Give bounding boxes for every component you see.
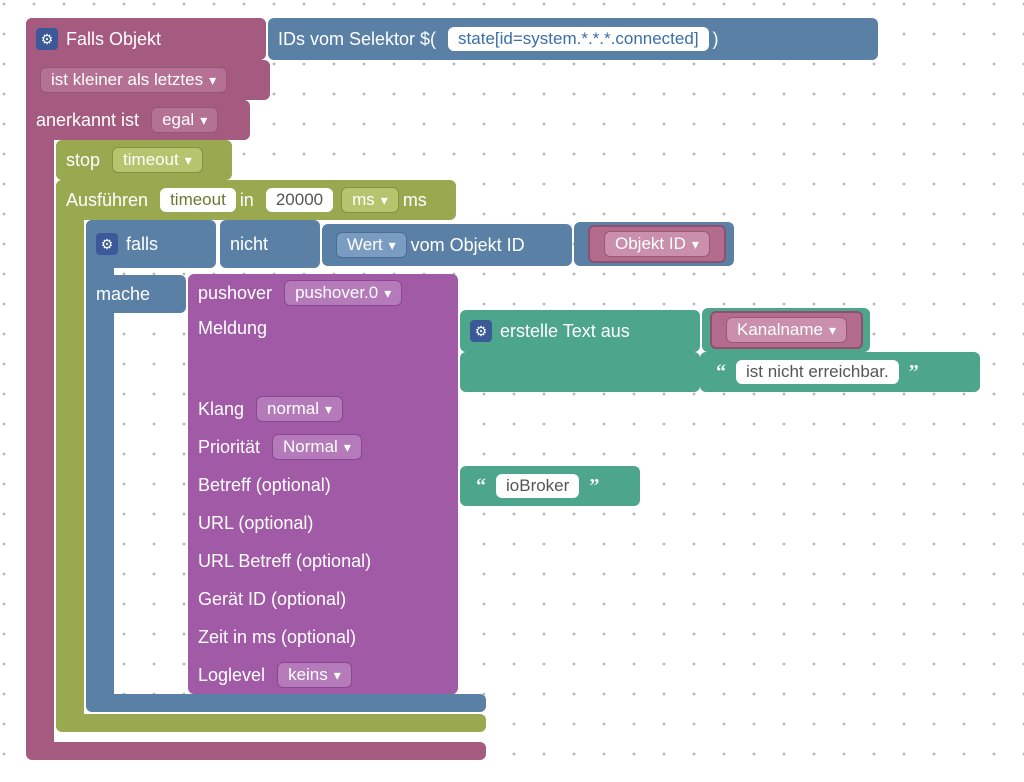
zeit-row[interactable]: Zeit in ms (optional) [198,618,448,656]
pushover-instance[interactable]: pushover.0 [284,280,402,306]
stop-label: stop [66,150,100,171]
text-literal-block[interactable]: “ ist nicht erreichbar. ” [700,352,980,392]
loglevel-label: Loglevel [198,665,265,686]
ack-value[interactable]: egal [151,107,218,133]
ausfuehren-var[interactable]: timeout [160,188,236,212]
meldung-row[interactable]: Meldung [198,312,448,390]
pushover-header-row[interactable]: pushover pushover.0 [198,274,448,312]
zeit-label: Zeit in ms (optional) [198,627,356,648]
ausfuehren-label: Ausführen [66,190,148,211]
gear-icon[interactable]: ⚙ [36,28,58,50]
betreff-label: Betreff (optional) [198,475,331,496]
klang-label: Klang [198,399,244,420]
selector-prefix: IDs vom Selektor $( [278,29,436,50]
betreff-text-value[interactable]: ioBroker [496,474,579,498]
loglevel-row[interactable]: Loglevel keins [198,656,448,694]
pushover-title: pushover [198,283,272,304]
close-quote-icon: ” [583,475,605,498]
nicht-label: nicht [230,234,268,255]
falls-label: falls [126,234,158,255]
loglevel-value[interactable]: keins [277,662,352,688]
falls-objekt-bottom [26,742,486,760]
url-label: URL (optional) [198,513,313,534]
betreff-text-block[interactable]: “ ioBroker ” [460,466,640,506]
url-row[interactable]: URL (optional) [198,504,448,542]
ack-row[interactable]: anerkannt ist egal [26,100,250,140]
text-join-label: erstelle Text aus [500,321,630,342]
prio-row[interactable]: Priorität Normal [198,428,448,466]
blockly-workspace[interactable]: ⚙ Falls Objekt IDs vom Selektor $( state… [0,0,1024,782]
geraet-label: Gerät ID (optional) [198,589,346,610]
in-label: in [240,190,254,211]
stop-target[interactable]: timeout [112,147,203,173]
gear-icon[interactable]: ⚙ [470,320,492,342]
betreff-row[interactable]: Betreff (optional) [198,466,448,504]
close-quote-icon: ” [903,361,925,384]
text-join-block[interactable]: ⚙ erstelle Text aus [460,310,700,352]
meldung-label: Meldung [198,318,267,339]
falls-objekt-label: Falls Objekt [66,29,161,50]
open-quote-icon: “ [470,475,492,498]
selector-suffix: ) [713,29,719,50]
objekt-id-block[interactable]: Objekt ID [588,225,726,263]
prio-value[interactable]: Normal [272,434,362,460]
objekt-id-value[interactable]: Objekt ID [604,231,710,257]
kanalname-block[interactable]: Kanalname [710,311,863,349]
ausfuehren-header[interactable]: Ausführen timeout in 20000 ms ms [56,180,456,220]
wert-dd[interactable]: Wert [336,232,407,258]
falls-objekt-header[interactable]: ⚙ Falls Objekt [26,18,266,60]
url-betreff-label: URL Betreff (optional) [198,551,371,572]
selector-value[interactable]: state[id=system.*.*.*.connected] [448,27,709,51]
geraet-row[interactable]: Gerät ID (optional) [198,580,448,618]
text-join-body2 [460,352,700,392]
klang-row[interactable]: Klang normal [198,390,448,428]
ack-label: anerkannt ist [36,110,139,131]
url-betreff-row[interactable]: URL Betreff (optional) [198,542,448,580]
vom-label: vom Objekt ID [411,235,525,256]
ausfuehren-bottom [56,714,486,732]
ausfuehren-rail[interactable] [56,180,84,730]
stop-block[interactable]: stop timeout [56,140,232,180]
text-literal[interactable]: ist nicht erreichbar. [736,360,899,384]
selector-block[interactable]: IDs vom Selektor $( state[id=system.*.*.… [268,18,878,60]
klang-value[interactable]: normal [256,396,343,422]
mache-label-block: mache [86,275,186,313]
condition-value[interactable]: ist kleiner als letztes [40,67,227,93]
falls-header[interactable]: ⚙ falls [86,220,216,268]
kanalname-container[interactable]: Kanalname [702,308,870,352]
delay-value[interactable]: 20000 [266,188,333,212]
objekt-id-container[interactable]: Objekt ID [574,222,734,266]
falls-bottom [86,694,486,712]
ms-trailing: ms [403,190,427,211]
gear-icon[interactable]: ⚙ [96,233,118,255]
nicht-block[interactable]: nicht [220,220,320,268]
prio-label: Priorität [198,437,260,458]
delay-unit[interactable]: ms [341,187,399,213]
condition-row[interactable]: ist kleiner als letztes [26,60,270,100]
pushover-content: pushover pushover.0 Meldung Klang normal… [198,274,448,694]
kanalname-value[interactable]: Kanalname [726,317,847,343]
mache-label: mache [96,284,150,305]
open-quote-icon: “ [710,361,732,384]
wert-block[interactable]: Wert vom Objekt ID [322,224,572,266]
